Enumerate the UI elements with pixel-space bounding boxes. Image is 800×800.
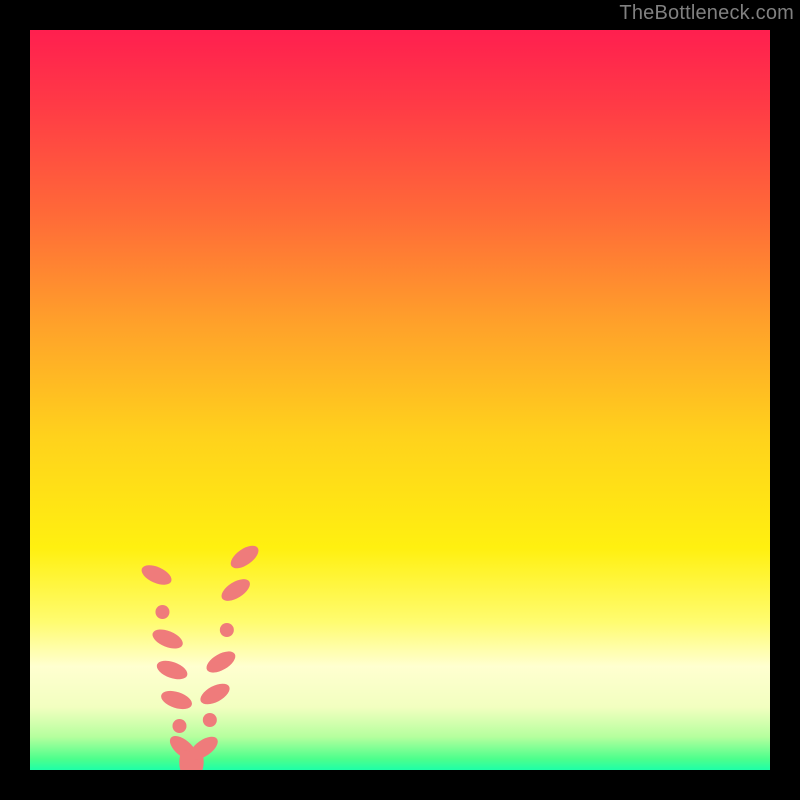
- plot-svg: [30, 30, 770, 770]
- marker-dot: [155, 605, 169, 619]
- figure-root: TheBottleneck.com: [0, 0, 800, 800]
- marker-dot: [203, 713, 217, 727]
- watermark-text: TheBottleneck.com: [619, 2, 794, 25]
- marker-dot: [172, 719, 186, 733]
- plot-background-gradient: [30, 30, 770, 770]
- marker-dot: [220, 623, 234, 637]
